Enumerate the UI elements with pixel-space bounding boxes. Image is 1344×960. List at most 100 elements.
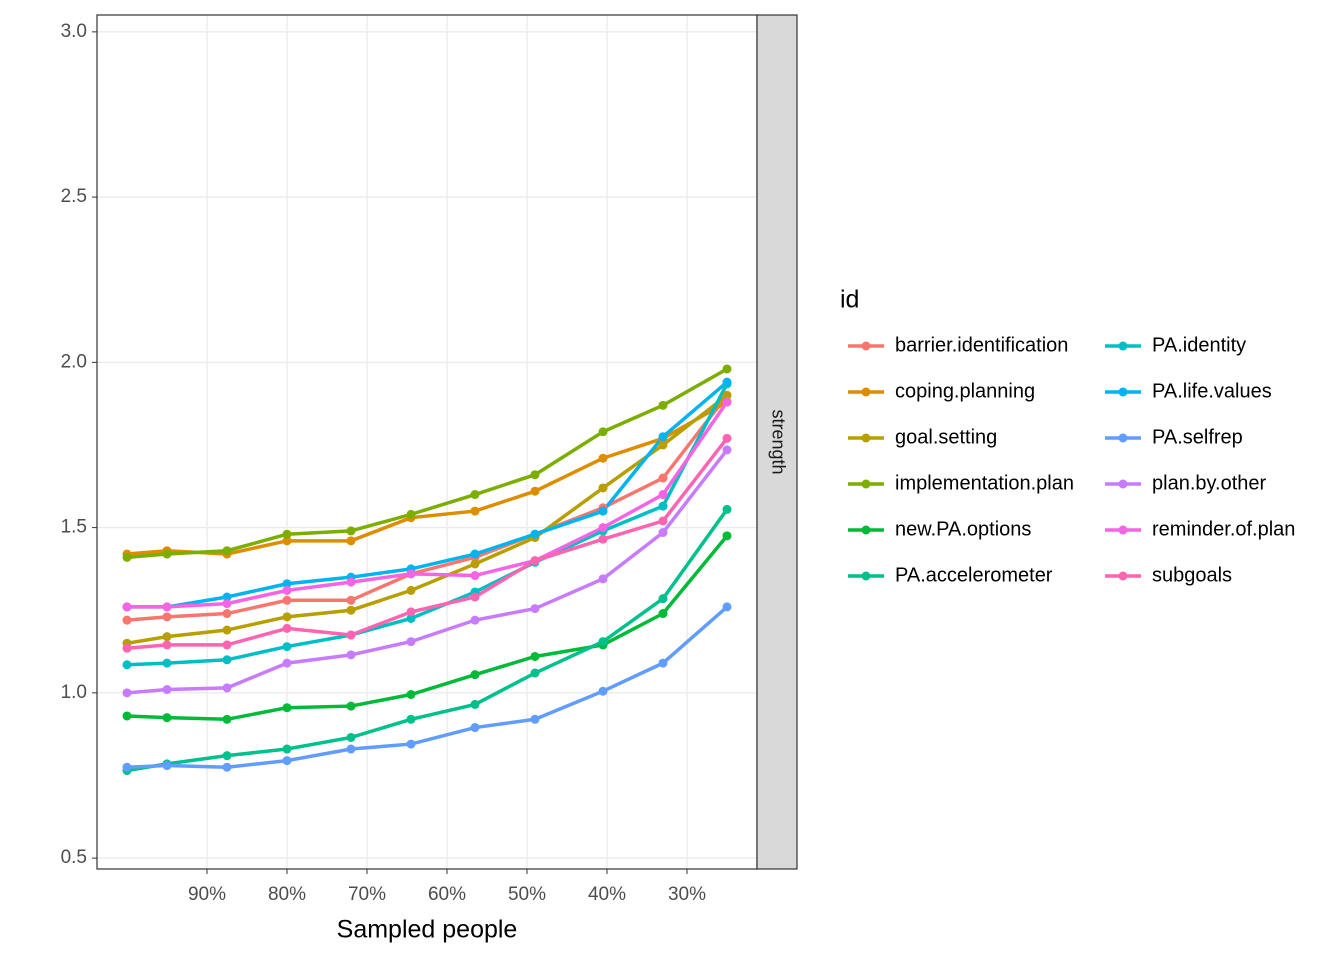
data-point <box>470 592 480 602</box>
y-tick-label: 2.5 <box>61 186 87 207</box>
data-point <box>222 640 232 650</box>
legend-key-point <box>1118 387 1128 397</box>
data-point <box>162 602 172 612</box>
data-point <box>222 592 232 602</box>
data-point <box>282 585 292 595</box>
data-point <box>346 732 356 742</box>
x-tick-label: 30% <box>668 884 706 905</box>
data-point <box>122 660 132 670</box>
data-point <box>222 609 232 619</box>
data-point <box>282 529 292 539</box>
data-point <box>658 516 668 526</box>
data-point <box>282 744 292 754</box>
data-point <box>470 723 480 733</box>
y-tick-label: 1.5 <box>61 517 87 538</box>
data-point <box>658 400 668 410</box>
data-point <box>598 637 608 647</box>
data-point <box>598 506 608 516</box>
data-point <box>282 642 292 652</box>
legend-key-point <box>1118 433 1128 443</box>
legend-key-point <box>861 433 871 443</box>
data-point <box>346 536 356 546</box>
data-point <box>282 536 292 546</box>
data-point <box>658 594 668 604</box>
data-point <box>722 397 732 407</box>
grid <box>97 15 757 869</box>
data-point <box>406 569 416 579</box>
data-point <box>470 559 480 569</box>
data-point <box>406 585 416 595</box>
data-point <box>406 714 416 724</box>
data-point <box>122 688 132 698</box>
legend-key-point <box>861 387 871 397</box>
legend-label: goal.setting <box>895 426 997 448</box>
data-point <box>282 658 292 668</box>
data-point <box>122 643 132 653</box>
data-point <box>122 615 132 625</box>
data-point <box>346 577 356 587</box>
data-point <box>162 761 172 771</box>
data-point <box>222 546 232 556</box>
data-point <box>222 751 232 761</box>
legend-label: new.PA.options <box>895 518 1031 540</box>
data-point <box>222 683 232 693</box>
data-point <box>470 670 480 680</box>
x-axis-title: Sampled people <box>337 916 518 944</box>
data-point <box>470 615 480 625</box>
data-point <box>222 599 232 609</box>
data-point <box>598 534 608 544</box>
legend-key-point <box>861 525 871 535</box>
legend-key-point <box>861 341 871 351</box>
y-tick-label: 2.0 <box>61 351 87 372</box>
legend: barrier.identification coping.planning goa… <box>848 334 1295 586</box>
data-point <box>470 699 480 709</box>
data-point <box>406 637 416 647</box>
data-point <box>222 762 232 772</box>
data-point <box>530 486 540 496</box>
legend-label: plan.by.other <box>1152 472 1266 494</box>
legend-label: PA.accelerometer <box>895 564 1053 586</box>
data-point <box>722 531 732 541</box>
facet-label: strength <box>768 409 788 474</box>
data-point <box>122 762 132 772</box>
legend-label: PA.life.values <box>1152 380 1272 402</box>
data-point <box>598 574 608 584</box>
x-tick-label: 70% <box>348 884 386 905</box>
data-point <box>346 605 356 615</box>
data-point <box>162 685 172 695</box>
data-point <box>658 473 668 483</box>
data-point <box>722 377 732 387</box>
data-point <box>406 607 416 617</box>
data-point <box>222 625 232 635</box>
data-point <box>470 571 480 581</box>
data-point <box>406 689 416 699</box>
y-tick-label: 3.0 <box>61 21 87 42</box>
data-point <box>346 650 356 660</box>
data-point <box>282 756 292 766</box>
data-point <box>346 595 356 605</box>
data-point <box>598 427 608 437</box>
data-point <box>658 528 668 538</box>
data-point <box>658 501 668 511</box>
data-point <box>598 686 608 696</box>
plot-area <box>122 364 732 776</box>
data-point <box>598 523 608 533</box>
data-point <box>162 549 172 559</box>
data-point <box>470 506 480 516</box>
data-point <box>722 445 732 455</box>
legend-label: implementation.plan <box>895 472 1074 494</box>
data-point <box>346 701 356 711</box>
data-point <box>530 668 540 678</box>
x-tick-label: 60% <box>428 884 466 905</box>
data-point <box>530 604 540 614</box>
data-point <box>658 658 668 668</box>
data-point <box>346 630 356 640</box>
data-point <box>122 711 132 721</box>
data-point <box>282 623 292 633</box>
x-tick-label: 50% <box>508 884 546 905</box>
x-tick-label: 90% <box>188 884 226 905</box>
data-point <box>658 609 668 619</box>
data-point <box>222 655 232 665</box>
